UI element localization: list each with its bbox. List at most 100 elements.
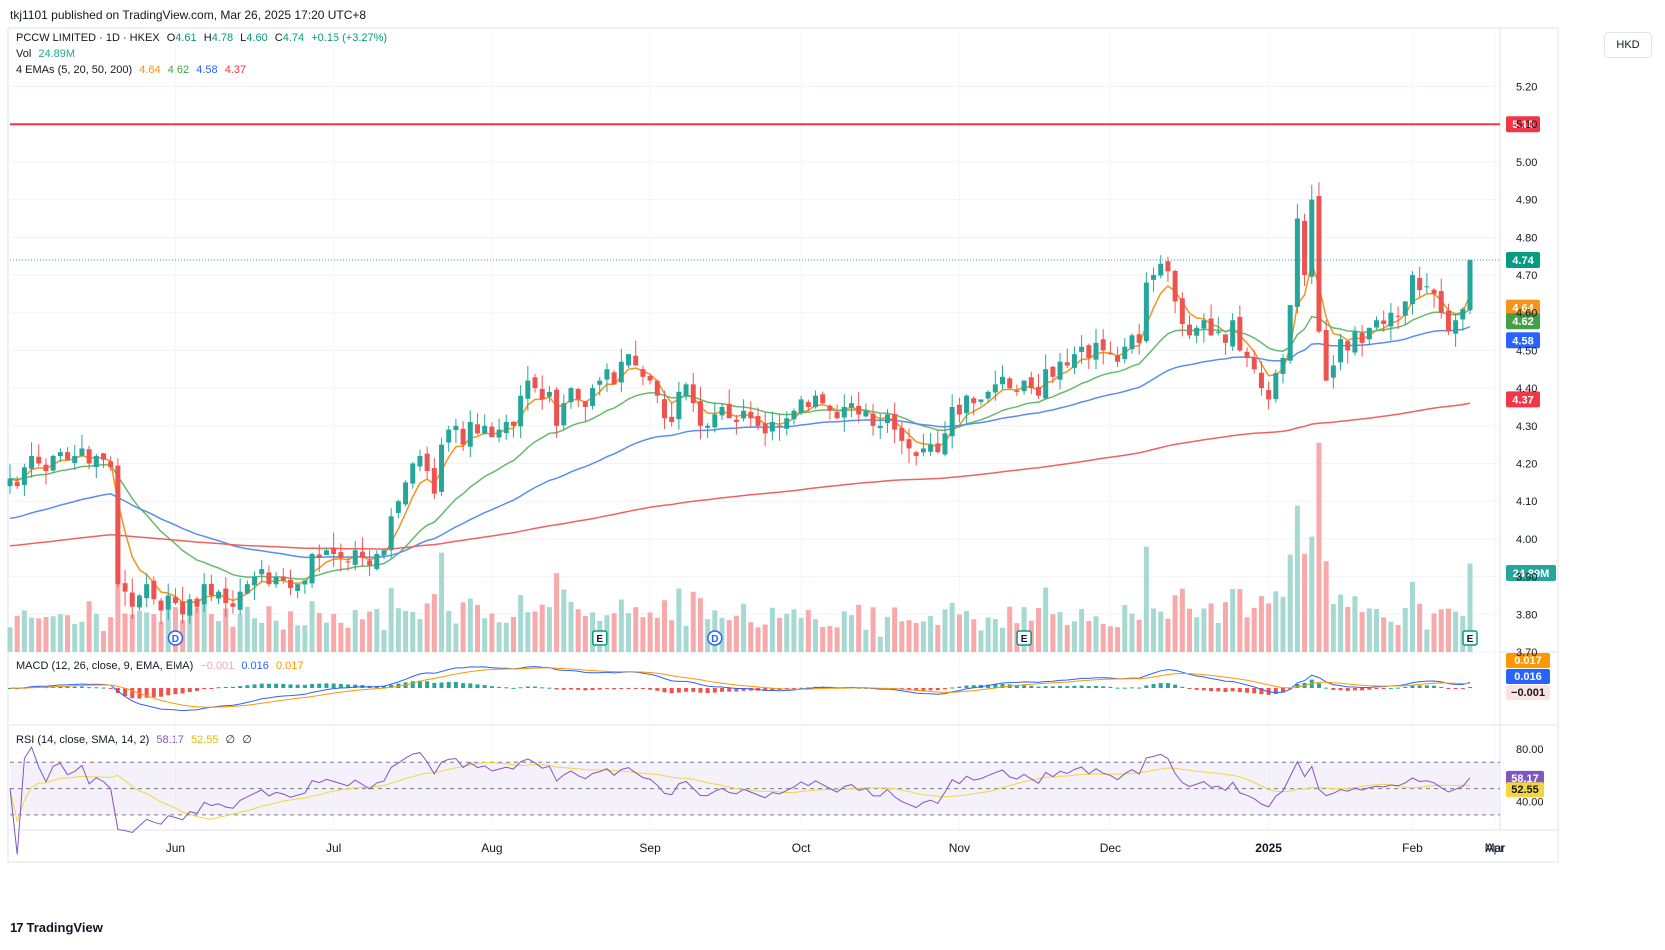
macd-histogram-bar xyxy=(159,688,164,697)
macd-tag-label: −0.001 xyxy=(1511,687,1545,699)
time-tick-label: 2025 xyxy=(1255,841,1282,855)
volume-bar xyxy=(252,618,258,652)
candle-body xyxy=(1266,390,1272,400)
macd-histogram-bar xyxy=(712,688,717,693)
macd-histogram-bar xyxy=(1273,688,1278,695)
macd-histogram-bar xyxy=(1209,688,1214,692)
rsi-line xyxy=(9,745,1471,855)
time-tick-label: Oct xyxy=(792,841,811,855)
macd-histogram-bar xyxy=(583,688,588,691)
candle-body xyxy=(532,377,538,389)
candle-body xyxy=(1424,286,1430,288)
volume-bar xyxy=(683,625,689,652)
candle-body xyxy=(1438,291,1444,313)
open-label: O xyxy=(166,32,176,44)
macd-legend[interactable]: MACD (12, 26, close, 9, EMA, EMA) −0.001… xyxy=(16,660,307,672)
candle-body xyxy=(273,576,279,585)
macd-histogram-bar xyxy=(604,688,609,689)
macd-histogram-bar xyxy=(72,686,77,688)
candle-body xyxy=(791,410,797,420)
candle-body xyxy=(316,554,322,558)
macd-histogram-bar xyxy=(1144,685,1149,688)
macd-histogram-bar xyxy=(288,684,293,688)
macd-histogram-bar xyxy=(1245,688,1250,693)
candle-body xyxy=(956,404,962,415)
candle-body xyxy=(741,410,747,419)
low-label: L xyxy=(240,32,247,44)
tradingview-logo: 17 xyxy=(10,920,24,935)
macd-histogram-bar xyxy=(144,688,149,698)
candle-body xyxy=(50,455,56,471)
candle-body xyxy=(1237,316,1243,351)
volume-bar xyxy=(503,622,509,652)
candle-body xyxy=(403,482,409,505)
macd-histogram-bar xyxy=(425,681,430,688)
volume-bar xyxy=(29,617,35,652)
macd-histogram-bar xyxy=(468,683,473,688)
volume-bar xyxy=(848,615,854,652)
volume-bar xyxy=(194,607,200,652)
candle-body xyxy=(72,455,78,464)
candle-body xyxy=(503,422,509,434)
event-marker-label: D xyxy=(172,634,179,645)
volume-legend[interactable]: Vol 24.89M xyxy=(16,48,79,60)
candle-body xyxy=(978,399,984,402)
macd-histogram-bar xyxy=(597,688,602,690)
macd-histogram-bar xyxy=(166,688,171,696)
price-tick-label: 4.20 xyxy=(1516,459,1537,471)
candle-body xyxy=(1381,320,1387,325)
macd-histogram-bar xyxy=(655,688,660,691)
candle-body xyxy=(949,406,955,437)
candle-body xyxy=(7,478,13,487)
candle-body xyxy=(1323,329,1329,381)
price-tick-label: 4.60 xyxy=(1516,308,1537,320)
close-value: 4.74 xyxy=(282,32,305,44)
macd-histogram-bar xyxy=(1036,686,1041,688)
volume-bar xyxy=(1107,626,1113,652)
macd-histogram-bar xyxy=(971,685,976,688)
volume-bar xyxy=(525,612,531,652)
macd-histogram-bar xyxy=(921,688,926,691)
volume-bar xyxy=(1352,596,1358,652)
candle-body xyxy=(1445,310,1451,332)
candle-body xyxy=(187,599,193,616)
volume-bar xyxy=(1158,611,1164,652)
macd-histogram-bar xyxy=(338,683,343,688)
candle-body xyxy=(604,369,610,380)
price-tick-label: 4.00 xyxy=(1516,534,1537,546)
macd-histogram-bar xyxy=(540,687,545,689)
candle-body xyxy=(1007,378,1013,389)
macd-histogram-bar xyxy=(806,687,811,689)
ema-legend[interactable]: 4 EMAs (5, 20, 50, 200) 4.64 4.62 4.58 4… xyxy=(16,64,250,76)
event-marker-label: E xyxy=(596,634,603,645)
macd-histogram-bar xyxy=(619,688,624,689)
rsi-legend[interactable]: RSI (14, close, SMA, 14, 2) 58.17 52.55 … xyxy=(16,733,256,746)
volume-bar xyxy=(230,626,236,652)
tradingview-footer[interactable]: 17 TradingView xyxy=(10,920,103,935)
symbol-legend[interactable]: PCCW LIMITED · 1D · HKEX O4.61 H4.78 L4.… xyxy=(16,32,391,44)
candle-body xyxy=(1431,289,1437,294)
candle-body xyxy=(942,433,948,455)
candle-body xyxy=(892,413,898,430)
candle-body xyxy=(259,569,265,575)
candle-body xyxy=(359,551,365,558)
volume-bar xyxy=(1395,624,1401,652)
macd-histogram-bar xyxy=(684,688,689,692)
volume-bar xyxy=(395,608,401,652)
volume-bar xyxy=(316,613,322,652)
candle-body xyxy=(158,600,164,611)
macd-histogram-bar xyxy=(123,688,128,697)
volume-bar xyxy=(144,612,150,652)
macd-histogram-bar xyxy=(1295,683,1300,688)
candle-body xyxy=(1273,373,1279,400)
volume-bar xyxy=(403,610,409,652)
volume-bar xyxy=(1330,603,1336,652)
macd-histogram-bar xyxy=(1338,688,1343,691)
volume-bar xyxy=(352,609,358,652)
time-tick-label: Nov xyxy=(949,841,970,855)
macd-histogram-bar xyxy=(1446,688,1451,689)
currency-button[interactable]: HKD xyxy=(1604,32,1652,58)
candle-body xyxy=(1136,334,1142,343)
rsi-null-a: ∅ xyxy=(225,734,236,746)
